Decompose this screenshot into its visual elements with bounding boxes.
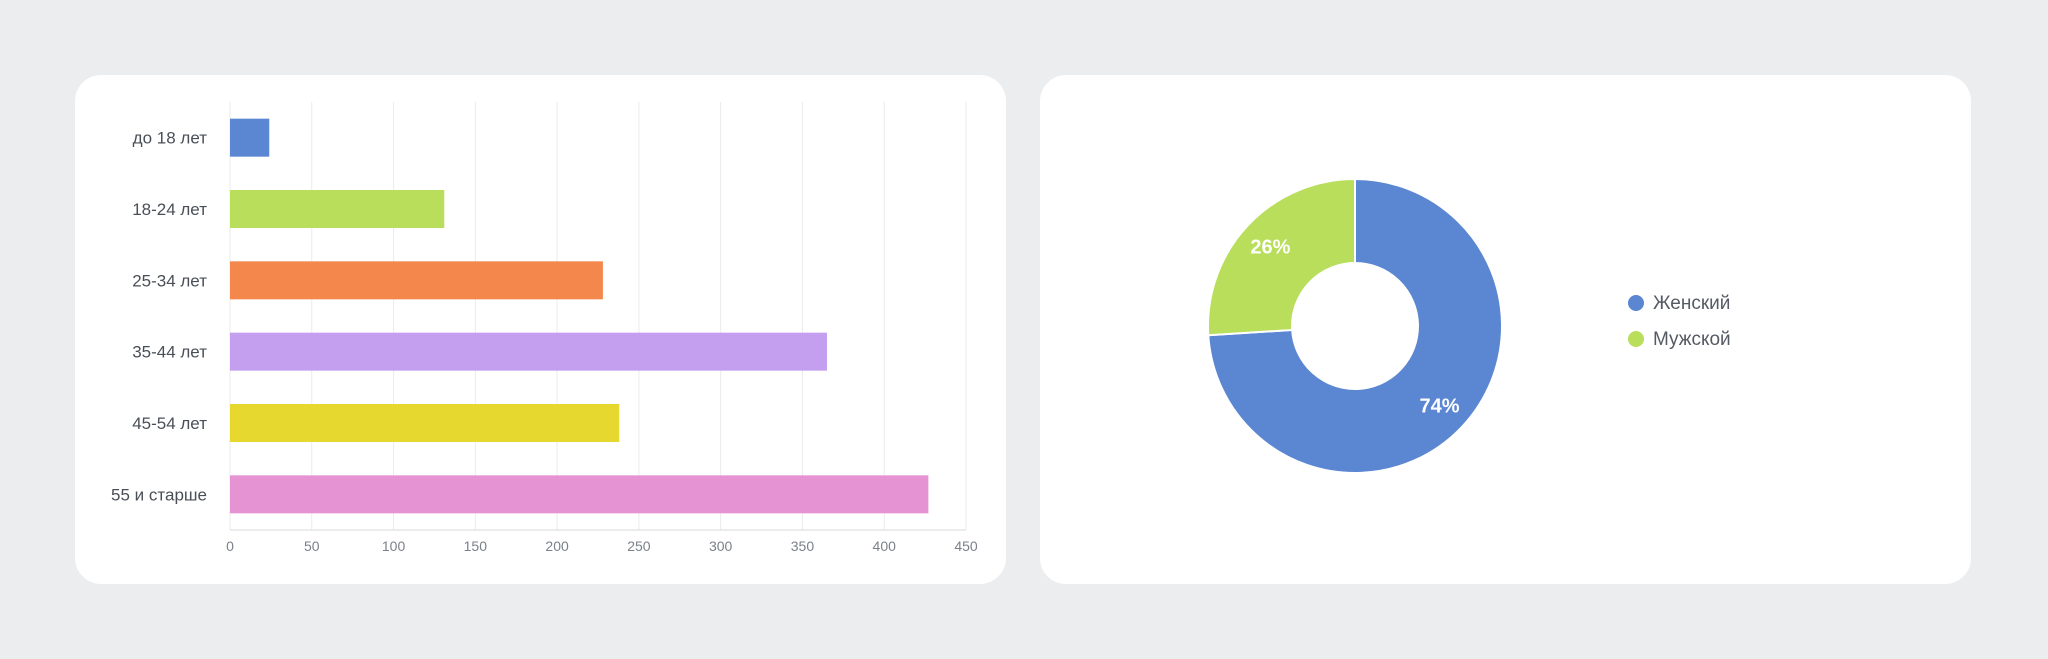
age-bar-chart: 0 50 100 150 200 250 300 350 400 450 до 18 лет 18-2… xyxy=(111,102,978,554)
x-tick-label: 200 xyxy=(545,538,569,554)
x-tick-label: 0 xyxy=(226,538,234,554)
bar[interactable] xyxy=(230,332,827,371)
x-tick-label: 400 xyxy=(873,538,897,554)
legend-label: Женский xyxy=(1653,293,1730,314)
category-label: 18-24 лет xyxy=(132,200,207,219)
x-tick-label: 450 xyxy=(954,538,978,554)
x-tick-label: 250 xyxy=(627,538,651,554)
category-label: до 18 лет xyxy=(133,129,208,148)
category-label: 25-34 лет xyxy=(132,271,207,290)
legend-marker xyxy=(1628,331,1644,347)
gender-donut-chart: 74% 26% Женский Мужской xyxy=(1207,177,1731,474)
bar[interactable] xyxy=(230,404,620,442)
category-label: 55 и старше xyxy=(111,485,207,504)
age-bar-chart-card: 0 50 100 150 200 250 300 350 400 450 до 18 лет 18-2… xyxy=(75,75,1006,584)
slice-percent-label: 74% xyxy=(1420,395,1460,417)
legend-marker xyxy=(1628,295,1644,311)
category-label: 35-44 лет xyxy=(132,343,207,362)
category-label: 45-54 лет xyxy=(132,414,207,433)
donut-slice[interactable] xyxy=(1207,177,1503,474)
bar[interactable] xyxy=(230,261,603,300)
x-tick-label: 350 xyxy=(791,538,815,554)
bar[interactable] xyxy=(230,118,270,157)
legend-item[interactable]: Женский xyxy=(1628,293,1730,314)
x-tick-label: 300 xyxy=(709,538,733,554)
slice-percent-label: 26% xyxy=(1250,237,1290,259)
gender-donut-chart-card: 74% 26% Женский Мужской xyxy=(1040,75,1971,584)
donut-slice[interactable] xyxy=(1207,177,1356,337)
x-tick-label: 150 xyxy=(464,538,488,554)
x-tick-label: 50 xyxy=(304,538,320,554)
legend-label: Мужской xyxy=(1653,329,1731,350)
bar[interactable] xyxy=(230,190,445,228)
x-tick-label: 100 xyxy=(382,538,406,554)
legend-item[interactable]: Мужской xyxy=(1628,329,1731,350)
bar[interactable] xyxy=(230,475,929,514)
